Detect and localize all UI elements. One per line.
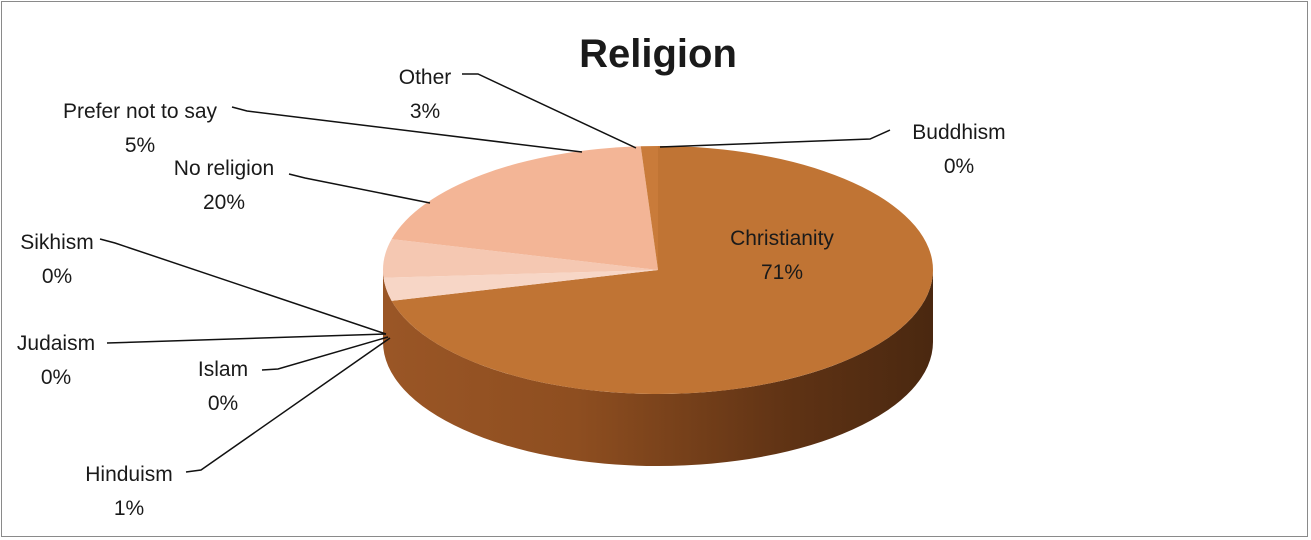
slice-labels: Christianity 71% Buddhism 0% Other 3% Prefer n… xyxy=(17,66,1006,520)
category-label-other: Other xyxy=(399,66,452,89)
category-label-christianity: Christianity xyxy=(730,227,834,250)
leader-line-judaism xyxy=(106,333,387,344)
pie-slice-other xyxy=(383,270,658,301)
leader-line-sikhism xyxy=(99,238,387,335)
value-label-hinduism: 1% xyxy=(114,497,144,520)
value-label-prefer-not-to-say: 5% xyxy=(125,134,155,157)
category-label-islam: Islam xyxy=(198,358,248,381)
pie-side-wall xyxy=(383,270,933,466)
pie-top xyxy=(383,146,933,394)
value-label-islam: 0% xyxy=(208,392,238,415)
leader-line-no-religion xyxy=(288,173,431,204)
pie-slice-prefer-not-to-say xyxy=(383,239,658,278)
pie-side-face xyxy=(383,270,933,466)
value-label-sikhism: 0% xyxy=(42,265,72,288)
leader-line-buddhism xyxy=(659,129,891,148)
chart-title: Religion xyxy=(579,32,737,76)
leader-lines xyxy=(99,73,891,473)
value-label-judaism: 0% xyxy=(41,366,71,389)
category-label-no-religion: No religion xyxy=(174,157,274,180)
value-label-buddhism: 0% xyxy=(944,155,974,178)
value-label-other: 3% xyxy=(410,100,440,123)
value-label-no-religion: 20% xyxy=(203,191,245,214)
category-label-hinduism: Hinduism xyxy=(85,463,173,486)
leader-line-islam xyxy=(261,336,389,371)
leader-line-other xyxy=(462,73,637,149)
pie-slice-christianity xyxy=(391,146,933,394)
leader-line-prefer-not-to-say xyxy=(231,106,583,153)
category-label-prefer-not-to-say: Prefer not to say xyxy=(63,100,218,123)
category-label-buddhism: Buddhism xyxy=(912,121,1005,144)
category-label-judaism: Judaism xyxy=(17,332,95,355)
pie-slice-no-religion xyxy=(391,146,658,270)
value-label-christianity: 71% xyxy=(761,261,803,284)
leader-line-hinduism xyxy=(185,337,391,473)
category-label-sikhism: Sikhism xyxy=(20,231,94,254)
pie-slice-hinduism xyxy=(640,146,658,270)
